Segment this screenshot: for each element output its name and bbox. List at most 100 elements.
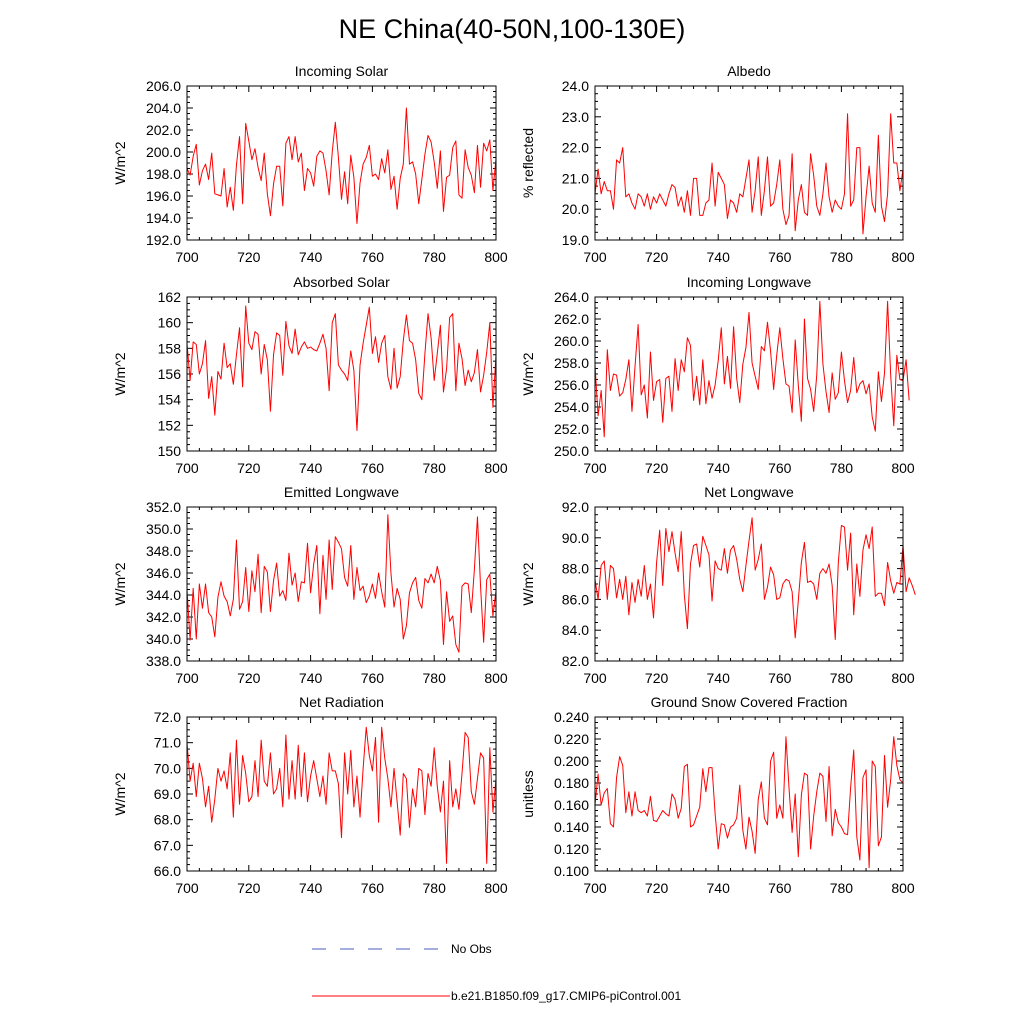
y-tick-label: 68.0 [154, 812, 181, 828]
x-tick-label: 720 [645, 670, 669, 686]
y-tick-label: 86.0 [562, 591, 589, 607]
panel-title: Net Radiation [299, 694, 384, 710]
panel-title: Absorbed Solar [293, 274, 390, 290]
x-tick-label: 780 [830, 880, 854, 896]
y-tick-label: 90.0 [562, 530, 589, 546]
y-tick-label: 67.0 [154, 837, 181, 853]
x-tick-label: 780 [423, 460, 447, 476]
y-axis-label: W/m^2 [112, 772, 128, 815]
panel-ground-snow-covered-fraction: Ground Snow Covered Fraction unitless 700 7… [520, 694, 915, 896]
x-tick-label: 780 [830, 670, 854, 686]
x-tick-label: 780 [423, 880, 447, 896]
panel-incoming-solar: Incoming Solar W/m^2 700 720 740 760 780 800 192… [112, 63, 508, 265]
y-tick-label: 82.0 [562, 653, 589, 669]
y-tick-label: 0.180 [554, 775, 589, 791]
x-tick-label: 700 [583, 670, 607, 686]
y-tick-label: 194.0 [146, 210, 181, 226]
y-tick-label: 19.0 [562, 232, 589, 248]
legend-obs-swatch [312, 948, 448, 950]
y-tick-label: 262.0 [554, 311, 589, 327]
panel-net-longwave: Net Longwave W/m^2 700 720 740 760 780 800 82.0 8… [520, 484, 916, 686]
legend-obs-label: No Obs [451, 942, 492, 956]
y-tick-label: 340.0 [146, 631, 181, 647]
x-tick-label: 760 [768, 249, 792, 265]
x-tick-label: 740 [707, 460, 731, 476]
panel-emitted-longwave: Emitted Longwave W/m^2 700 720 740 760 780 800 3… [112, 484, 508, 686]
y-tick-label: 72.0 [154, 709, 181, 725]
y-tick-label: 256.0 [554, 377, 589, 393]
x-tick-label: 800 [484, 249, 508, 265]
series-line-net-longwave [594, 517, 916, 640]
y-tick-label: 24.0 [562, 78, 589, 94]
panel-absorbed-solar: Absorbed Solar W/m^2 700 720 740 760 780 800 150… [112, 274, 508, 476]
x-tick-label: 800 [891, 670, 915, 686]
x-tick-label: 780 [423, 670, 447, 686]
plot-frame [594, 85, 904, 241]
y-tick-label: 196.0 [146, 188, 181, 204]
y-tick-label: 20.0 [562, 201, 589, 217]
y-tick-label: 344.0 [146, 587, 181, 603]
x-tick-label: 780 [830, 460, 854, 476]
y-tick-label: 0.140 [554, 819, 589, 835]
y-tick-label: 0.200 [554, 753, 589, 769]
plot-frame [186, 296, 497, 452]
y-tick-label: 254.0 [554, 399, 589, 415]
y-tick-label: 352.0 [146, 499, 181, 515]
x-tick-label: 800 [891, 880, 915, 896]
x-tick-label: 800 [891, 460, 915, 476]
y-tick-label: 71.0 [154, 735, 181, 751]
y-tick-label: 69.0 [154, 786, 181, 802]
y-tick-label: 150 [158, 443, 182, 459]
panel-title: Emitted Longwave [284, 484, 399, 500]
x-tick-label: 720 [237, 460, 261, 476]
series-line-incoming-solar [186, 107, 497, 224]
legend-model-label: b.e21.B1850.f09_g17.CMIP6-piControl.001 [451, 989, 682, 1003]
series-line-incoming-longwave [594, 300, 910, 438]
y-tick-label: 200.0 [146, 144, 181, 160]
y-tick-label: 346.0 [146, 565, 181, 581]
y-axis-label: W/m^2 [520, 352, 536, 395]
x-tick-label: 700 [583, 880, 607, 896]
y-tick-label: 260.0 [554, 333, 589, 349]
series-line-net-radiation [186, 726, 497, 864]
y-tick-label: 22.0 [562, 140, 589, 156]
panel-title: Albedo [727, 63, 771, 79]
x-tick-label: 780 [423, 249, 447, 265]
legend-model-swatch [312, 995, 450, 997]
series-line-albedo [594, 113, 904, 235]
x-tick-label: 740 [299, 880, 323, 896]
x-tick-label: 740 [299, 249, 323, 265]
plot-frame [594, 506, 904, 662]
y-axis-label: unitless [520, 770, 536, 817]
x-tick-label: 740 [299, 670, 323, 686]
x-tick-label: 700 [583, 249, 607, 265]
y-tick-label: 154 [158, 392, 182, 408]
x-tick-label: 720 [645, 880, 669, 896]
x-tick-label: 720 [237, 249, 261, 265]
x-tick-label: 760 [768, 460, 792, 476]
y-tick-label: 92.0 [562, 499, 589, 515]
y-tick-label: 84.0 [562, 622, 589, 638]
x-tick-label: 740 [299, 460, 323, 476]
x-tick-label: 800 [484, 880, 508, 896]
x-tick-label: 760 [361, 880, 385, 896]
panel-albedo: Albedo % reflected 700 720 740 760 780 800 19.0 2… [520, 63, 915, 265]
panel-title: Net Longwave [704, 484, 794, 500]
y-tick-label: 156 [158, 366, 182, 382]
y-tick-label: 21.0 [562, 170, 589, 186]
y-tick-label: 88.0 [562, 561, 589, 577]
y-tick-label: 152 [158, 417, 182, 433]
y-tick-label: 342.0 [146, 609, 181, 625]
plot-frame [186, 506, 497, 662]
y-tick-label: 0.100 [554, 863, 589, 879]
y-tick-label: 202.0 [146, 122, 181, 138]
y-tick-label: 258.0 [554, 355, 589, 371]
x-tick-label: 760 [361, 249, 385, 265]
y-tick-label: 338.0 [146, 653, 181, 669]
x-tick-label: 800 [484, 670, 508, 686]
y-tick-label: 162 [158, 289, 182, 305]
x-tick-label: 760 [361, 460, 385, 476]
y-tick-label: 66.0 [154, 863, 181, 879]
x-tick-label: 720 [237, 670, 261, 686]
x-tick-label: 800 [891, 249, 915, 265]
